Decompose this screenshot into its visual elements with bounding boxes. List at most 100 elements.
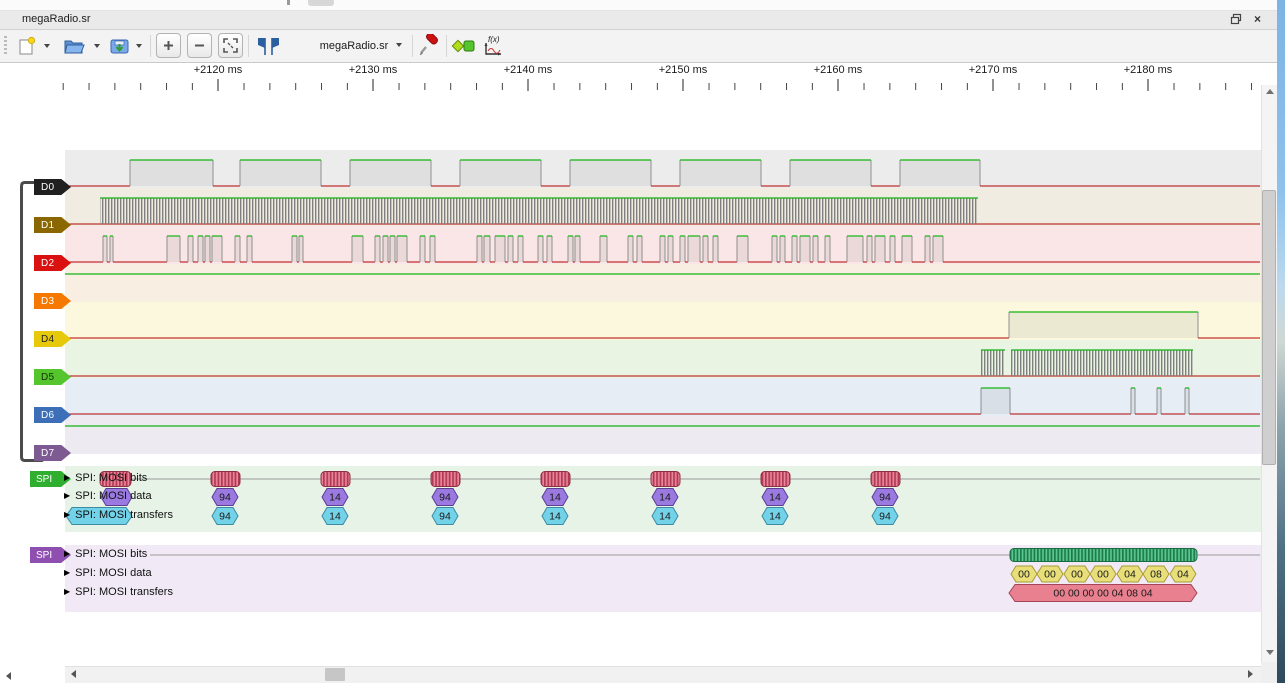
scroll-up-icon[interactable]: [1265, 89, 1274, 94]
save-session-button[interactable]: [106, 33, 134, 58]
svg-text:00: 00: [1018, 569, 1030, 581]
waveform-D6: [65, 387, 1260, 415]
configure-channels-button[interactable]: [416, 33, 442, 58]
top-strip-mark: [287, 0, 290, 5]
svg-text:94: 94: [439, 511, 451, 523]
scroll-left-icon[interactable]: [71, 670, 76, 678]
svg-text:94: 94: [439, 492, 451, 504]
row-expander-icon[interactable]: ▶: [64, 587, 71, 596]
zoom-out-button[interactable]: [187, 33, 212, 58]
open-file-dropdown[interactable]: [92, 33, 102, 58]
channel-tag-D0[interactable]: D0: [34, 179, 71, 195]
svg-text:94: 94: [879, 492, 891, 504]
zoom-fit-button[interactable]: [218, 33, 243, 58]
row-expander-icon[interactable]: ▶: [64, 491, 71, 500]
toolbar-separator: [412, 35, 413, 57]
toolbar-separator: [446, 35, 447, 57]
channel-tag-D7[interactable]: D7: [34, 445, 71, 461]
chevron-down-icon: [136, 43, 142, 48]
decoder-tag-0[interactable]: SPI: [30, 471, 71, 487]
channel-group-bracket: [20, 181, 44, 462]
scroll-down-icon[interactable]: [1265, 650, 1274, 655]
waveform-D5: [65, 349, 1260, 377]
add-decoder-icon: [451, 39, 475, 52]
new-session-button[interactable]: [14, 33, 40, 58]
scroll-right-icon[interactable]: [1248, 670, 1253, 678]
horizontal-scrollbar-thumb[interactable]: [325, 668, 345, 681]
row-expander-icon[interactable]: ▶: [64, 473, 71, 482]
dock-titlebar: megaRadio.sr ×: [0, 11, 1277, 30]
toolbar-grip[interactable]: [4, 36, 7, 56]
ruler-label-text: +2150 ms: [658, 64, 708, 76]
open-file-button[interactable]: [60, 33, 88, 58]
decoder-annotations-1: 00 00 00 00 04 08 04 00 00 00 00 04 08 04: [150, 548, 1260, 602]
channel-tag-D4[interactable]: D4: [34, 331, 71, 347]
svg-text:14: 14: [769, 492, 781, 504]
zoom-in-icon: [164, 41, 173, 50]
top-strip-tab-remnant: [308, 0, 334, 6]
new-session-dropdown[interactable]: [42, 33, 52, 58]
svg-text:14: 14: [659, 511, 671, 523]
device-selector[interactable]: megaRadio.sr: [319, 40, 389, 52]
desktop-top-strip: [0, 0, 1277, 11]
svg-text:00: 00: [1071, 569, 1083, 581]
decoder-row-label-text: SPI: MOSI transfers: [75, 509, 173, 521]
chevron-down-icon[interactable]: [396, 43, 402, 47]
zoom-in-button[interactable]: [156, 33, 181, 58]
float-icon: [1230, 13, 1241, 25]
channel-band-D0: [65, 150, 1261, 188]
decoder-row-label-text: SPI: MOSI transfers: [75, 586, 173, 598]
new-session-icon: [19, 36, 36, 54]
add-decoder-button[interactable]: [450, 33, 478, 58]
save-session-icon: [110, 39, 129, 53]
svg-text:14: 14: [329, 511, 341, 523]
svg-text:04: 04: [1177, 569, 1189, 581]
svg-text:14: 14: [549, 511, 561, 523]
ruler-label-text: +2140 ms: [503, 64, 553, 76]
svg-text:14: 14: [329, 492, 341, 504]
svg-text:14: 14: [769, 511, 781, 523]
save-session-dropdown[interactable]: [134, 33, 144, 58]
channel-tag-D3[interactable]: D3: [34, 293, 71, 309]
row-expander-icon[interactable]: ▶: [64, 568, 71, 577]
channel-tag-D5[interactable]: D5: [34, 369, 71, 385]
decoder-row-label-text: SPI: MOSI bits: [75, 472, 148, 484]
show-cursors-button[interactable]: [253, 33, 285, 58]
channel-band-D7: [65, 416, 1261, 454]
show-cursors-icon: [258, 37, 279, 55]
row-expander-icon[interactable]: ▶: [64, 510, 71, 519]
zoom-fit-icon: [223, 38, 238, 53]
ruler-label-text: +2120 ms: [193, 64, 243, 76]
decoder-row-label-0-2: ▶ SPI: MOSI transfers: [64, 509, 173, 521]
decoder-row-label-1-2: ▶ SPI: MOSI transfers: [64, 586, 173, 598]
svg-text:14: 14: [549, 492, 561, 504]
close-icon[interactable]: ×: [1253, 12, 1261, 26]
decoder-row-label-0-0: ▶ SPI: MOSI bits: [64, 472, 147, 484]
scrollbar-corner: [1261, 662, 1277, 683]
svg-text:04: 04: [1124, 569, 1136, 581]
channel-band-D6: [65, 378, 1261, 416]
channel-tag-D1[interactable]: D1: [34, 217, 71, 233]
float-window-button[interactable]: [1228, 13, 1243, 27]
waveform-D1: [65, 197, 1260, 225]
waveform-D2: [65, 235, 1260, 263]
open-file-icon: [64, 40, 85, 53]
waveform-D4: [65, 311, 1260, 339]
channel-tag-D2[interactable]: D2: [34, 255, 71, 271]
svg-text:00: 00: [1044, 569, 1056, 581]
decoder-row-label-text: SPI: MOSI data: [75, 567, 152, 579]
decoder-row-label-text: SPI: MOSI bits: [75, 548, 148, 560]
decoder-annotations-0: 94 14 94 14 14 14 94 94 14 94 14 14 14 94: [65, 471, 1260, 525]
horizontal-scrollbar[interactable]: [6, 666, 1261, 683]
svg-text:94: 94: [879, 511, 891, 523]
decoder-tag-1[interactable]: SPI: [30, 547, 71, 563]
waveform-D0: [65, 159, 1260, 187]
decoder-row-label-text: SPI: MOSI data: [75, 490, 152, 502]
scroll-left-icon[interactable]: [6, 672, 11, 680]
add-math-signal-button[interactable]: f(x): [480, 33, 508, 58]
svg-text:00: 00: [1097, 569, 1109, 581]
vertical-scrollbar-thumb[interactable]: [1262, 190, 1276, 465]
row-expander-icon[interactable]: ▶: [64, 549, 71, 558]
channel-tag-D6[interactable]: D6: [34, 407, 71, 423]
